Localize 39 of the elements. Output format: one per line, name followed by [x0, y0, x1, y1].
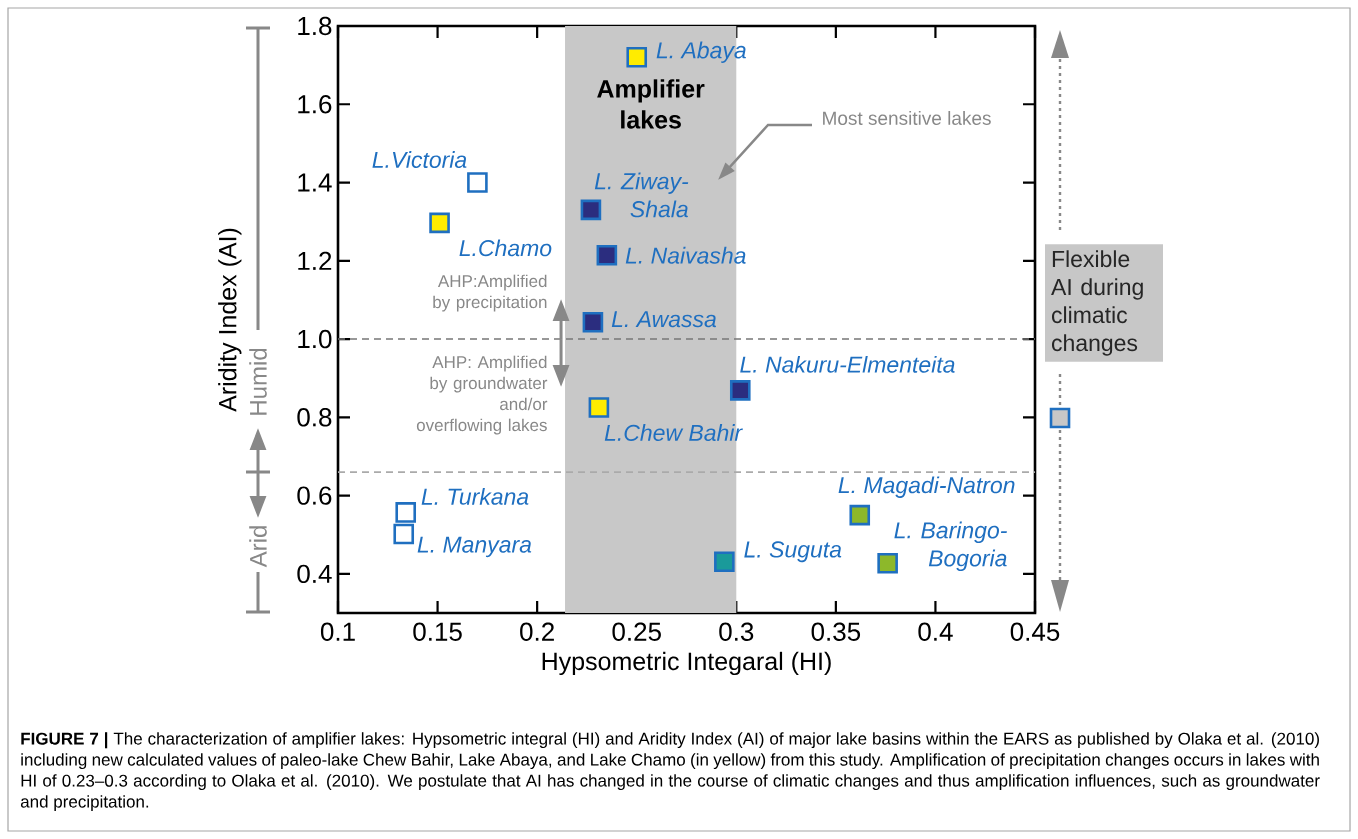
x-tick-label: 0.2 [520, 622, 554, 641]
x-tick-label: 0.45 [1010, 622, 1060, 641]
y-tick-label: 0.4 [297, 564, 332, 584]
y-tick-label: 0.8 [297, 408, 332, 427]
annotation: L.Chamo [459, 239, 552, 257]
annotation: L. Turkana [421, 487, 529, 505]
y-tick-label: 1.6 [298, 95, 332, 114]
text: Arid [249, 526, 267, 568]
annotation: L. Magadi-Natron [838, 476, 1015, 498]
y-axis-title: Aridity Index (AI) [218, 228, 242, 412]
y-tick-label: 1.2 [298, 251, 332, 270]
annotation: L.Chew Bahir [604, 424, 743, 441]
x-tick-label: 0.4 [918, 622, 953, 641]
text: Flexible AI during climatic changes [1051, 250, 1143, 356]
x-tick-label: 0.15 [413, 622, 462, 641]
annotation: L. Manyara [417, 536, 532, 558]
x-tick-label: 0.1 [320, 622, 355, 641]
annotation: L. Nakuru-Elmenteita [740, 355, 955, 373]
band-label: Amplifier lakes [597, 79, 705, 129]
y-tick-label: 1.0 [298, 329, 332, 349]
x-tick-label: 0.35 [811, 622, 861, 641]
annotation: L. Baringo-Bogoria [894, 521, 1007, 572]
annotation: L. Abaya [656, 41, 746, 64]
annotation: AHP: Amplified by groundwater and/or overflowing lakes [416, 355, 548, 435]
x-tick-label: 0.3 [719, 622, 754, 641]
y-tick-label: 1.4 [298, 173, 332, 192]
text: Humid [249, 348, 267, 415]
text: FIGURE 7 | The characterization of amplifier lakes: Hypsometric integral (HI) and Aridity Index (AI) of major lake basins within the EARS as published by Olaka et al. (2010) including new calculated values of paleo-lake Chew Bahir, Lake Abaya, and Lake Chamo (in yellow) from this study. Amplification of precipitation changes occurs in lakes with HI of 0.23–0.3 according to Olaka et al. (2010). We postulate that AI has changed in the course of climatic changes and thus amplification influences, such as groundwater and precipitation. [20, 732, 1320, 812]
annotation: L.Victoria [372, 151, 467, 168]
x-tick-label: 0.25 [612, 622, 661, 641]
annotation: L. Ziway-Shala [594, 172, 689, 218]
annotation: L. Suguta [744, 541, 842, 563]
annotation: L. Awassa [611, 311, 717, 328]
y-tick-label: 0.6 [297, 486, 332, 505]
annotation: L. Naivasha [625, 246, 746, 264]
annotation: Most sensitive lakes [823, 111, 991, 125]
annotation: AHP:Amplified by precipitation [433, 274, 547, 312]
y-tick-label: 1.8 [298, 16, 332, 36]
x-axis-title: Hypsometric Integaral (HI) [542, 651, 831, 676]
